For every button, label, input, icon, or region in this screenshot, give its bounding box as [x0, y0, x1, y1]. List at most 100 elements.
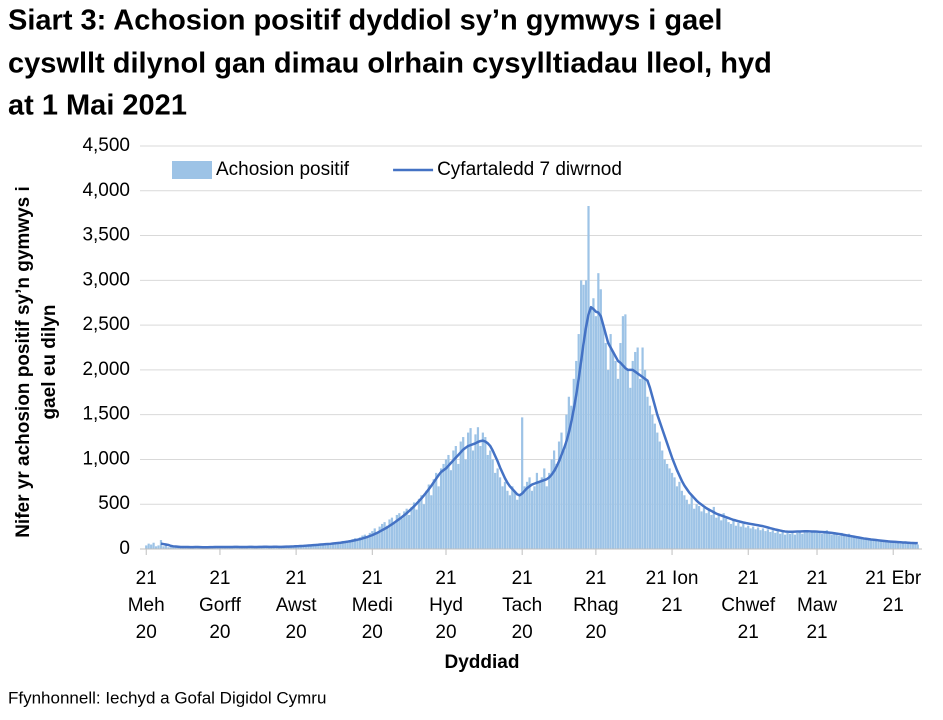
bar	[164, 545, 167, 549]
bar	[582, 284, 585, 549]
bar	[570, 405, 573, 549]
bar	[307, 544, 310, 549]
x-tick-label: 21 Hyd 20	[429, 568, 463, 643]
bar	[525, 481, 529, 549]
x-tick-label: 21 Ebr 21	[865, 568, 922, 616]
bar	[806, 530, 809, 549]
bar	[914, 543, 917, 549]
bar	[378, 526, 381, 549]
bar	[820, 533, 824, 549]
bar	[548, 472, 551, 549]
bar	[668, 468, 671, 549]
bar	[277, 547, 281, 549]
bar	[452, 450, 455, 549]
bar	[877, 541, 880, 549]
bar	[471, 450, 475, 549]
bar	[415, 509, 418, 549]
bar	[267, 547, 271, 549]
bar	[599, 289, 602, 549]
bar	[828, 532, 831, 549]
bar	[403, 511, 406, 549]
bar	[744, 527, 747, 549]
bar	[838, 535, 841, 549]
bar	[641, 347, 644, 549]
y-tick-label: 0	[119, 538, 130, 559]
bar	[670, 472, 674, 549]
bar	[368, 532, 371, 549]
bar	[388, 519, 391, 549]
bar	[892, 541, 895, 549]
bar	[747, 525, 750, 549]
bar	[811, 531, 814, 549]
legend-swatch	[172, 161, 212, 179]
bar	[631, 360, 634, 549]
bar	[584, 280, 588, 549]
bar	[825, 530, 828, 549]
bar	[442, 463, 445, 549]
bar	[152, 542, 155, 549]
bar	[580, 280, 583, 549]
bar	[356, 540, 359, 549]
bar	[656, 432, 659, 549]
bar	[639, 378, 642, 549]
bar	[774, 532, 777, 549]
bar	[685, 499, 688, 549]
bar	[722, 513, 725, 549]
x-tick-label: 21 Medi 20	[352, 568, 393, 643]
bar	[749, 528, 752, 549]
bar	[658, 441, 661, 549]
bar	[521, 417, 524, 549]
bar	[435, 472, 438, 549]
bar	[796, 532, 799, 549]
bar	[240, 547, 244, 549]
bar	[400, 518, 403, 549]
bar	[614, 360, 617, 549]
bar	[432, 479, 435, 549]
bar	[309, 545, 312, 549]
bar	[346, 542, 349, 549]
bar	[376, 532, 379, 549]
bar	[535, 472, 539, 549]
bar	[405, 508, 408, 549]
bar	[326, 544, 330, 549]
x-tick-label: 21 Meh 20	[128, 568, 165, 643]
bar	[643, 369, 647, 549]
bar	[604, 343, 607, 549]
bar	[385, 525, 389, 549]
bar	[172, 546, 175, 549]
bar	[363, 534, 367, 549]
bar	[361, 535, 364, 549]
bar	[162, 546, 165, 549]
bar	[447, 454, 450, 549]
bar	[779, 533, 782, 549]
bar	[884, 540, 887, 549]
source: Ffynhonnell: Iechyd a Gofal Digidol Cymr…	[8, 688, 326, 707]
bar	[776, 531, 779, 549]
bar	[855, 536, 858, 549]
bar	[759, 530, 762, 549]
bar	[879, 540, 883, 549]
bar	[304, 545, 308, 549]
x-tick-label: 21 Awst 20	[276, 568, 318, 643]
bar	[840, 532, 843, 549]
bar	[781, 531, 784, 549]
bar	[865, 538, 868, 549]
bar	[420, 495, 423, 549]
bar	[764, 531, 767, 549]
bar	[393, 522, 396, 549]
bar	[150, 544, 153, 549]
bar	[331, 542, 335, 549]
bar	[634, 351, 637, 549]
bar	[916, 544, 919, 549]
bar	[518, 495, 521, 549]
y-tick-label: 4,500	[82, 135, 130, 156]
bar	[833, 531, 836, 549]
bar	[874, 540, 878, 549]
bar	[791, 531, 794, 549]
bar	[297, 546, 300, 549]
bar	[823, 531, 826, 549]
bar	[597, 273, 600, 549]
bar	[489, 450, 492, 549]
bar	[437, 486, 440, 549]
bar	[324, 544, 327, 549]
